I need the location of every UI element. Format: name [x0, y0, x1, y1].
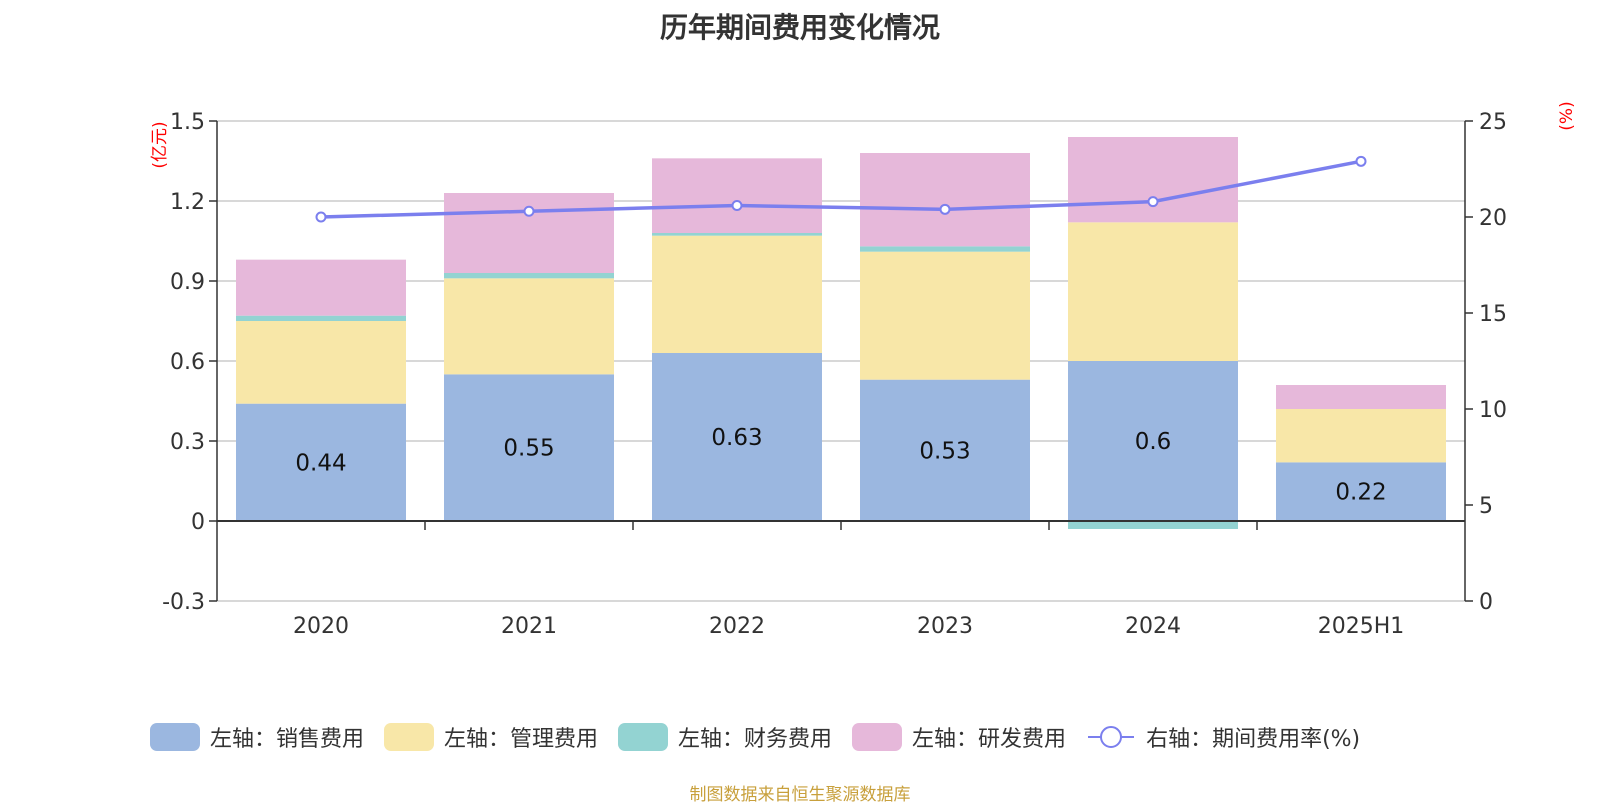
bar-segment-s0-2024 [1068, 361, 1238, 521]
bar-segment-s1-2024 [1068, 222, 1238, 361]
bar-layer [236, 137, 1446, 529]
left-axis-tick-label: 0.6 [170, 350, 205, 375]
right-axis-tick-label: 20 [1479, 206, 1507, 231]
line-series [315, 155, 1367, 223]
bar-segment-s1-2023 [860, 251, 1030, 380]
x-tick-label: 2022 [709, 614, 765, 639]
right-axis-tick-label: 10 [1479, 398, 1507, 423]
bar-segment-s3-2022 [652, 158, 822, 233]
rate-point [939, 203, 951, 215]
bar-segment-s3-2020 [236, 259, 406, 316]
left-axis-tick-label: 1.5 [170, 110, 205, 135]
left-axis-tick-label: 0.9 [170, 270, 205, 295]
rate-point [731, 199, 743, 211]
bar-segment-s0-2021 [444, 374, 614, 521]
legend-swatch [852, 723, 903, 751]
bar-segment-s2-2023 [860, 246, 1030, 252]
legend-label: 左轴：管理费用 [444, 727, 599, 752]
right-axis-tick-label: 15 [1479, 302, 1507, 327]
bar-data-label: 0.44 [295, 450, 346, 476]
chart-title: 历年期间费用变化情况 [659, 11, 940, 44]
legend-label: 左轴：财务费用 [678, 727, 833, 752]
bar-segment-s0-2023 [860, 379, 1030, 521]
legend-label: 右轴：期间费用率(%) [1146, 727, 1361, 752]
legend-item[interactable]: 左轴：销售费用 [150, 721, 364, 753]
legend-item[interactable]: 左轴：财务费用 [618, 721, 832, 753]
source-note: 制图数据来自恒生聚源数据库 [689, 785, 911, 805]
bar-segment-s1-2025H1 [1276, 409, 1446, 463]
left-axis-tick-label: 0.3 [170, 430, 205, 455]
bar-data-label: 0.63 [711, 425, 762, 451]
bar-segment-s3-2023 [860, 153, 1030, 247]
data-labels: 0.44 0.55 0.63 0.53 0.6 0.22 [295, 425, 1386, 506]
bar-segment-s0-2020 [236, 403, 406, 521]
x-tick-label: 2023 [917, 614, 973, 639]
rate-line [320, 159, 1362, 219]
legend-item[interactable]: 右轴：期间费用率(%) [1086, 721, 1360, 753]
x-tick-label: 2025H1 [1318, 614, 1405, 639]
bar-segment-s3-2021 [444, 193, 614, 273]
legend-label: 左轴：研发费用 [912, 727, 1067, 752]
x-tick-label: 2021 [501, 614, 557, 639]
left-axis-tick-label: 0 [191, 510, 205, 535]
bar-segment-s2-2020 [236, 315, 406, 321]
legend-label: 左轴：销售费用 [210, 727, 365, 752]
bar-data-label: 0.55 [503, 436, 554, 462]
axes: 1.5 1.2 0.9 0.6 0.3 0 -0.3 25 20 15 10 5 0 2020 2021 20… [150, 101, 1577, 639]
bar-segment-s1-2022 [652, 235, 822, 353]
rate-point [523, 205, 535, 217]
legend-item[interactable]: 左轴：研发费用 [852, 721, 1066, 753]
right-axis-tick-label: 25 [1479, 110, 1507, 135]
right-axis-tick-label: 5 [1479, 494, 1493, 519]
x-tick-label: 2020 [293, 614, 349, 639]
bar-segment-s2-2022 [652, 233, 822, 236]
gridlines [217, 120, 1465, 602]
rate-point [1355, 155, 1367, 167]
legend-line-marker-icon [1088, 726, 1135, 748]
bar-segment-s1-2021 [444, 278, 614, 375]
legend-swatch [150, 723, 200, 751]
legend: 左轴：销售费用 左轴：管理费用 左轴：财务费用 左轴：研发费用 右轴：期间费用率(%) [150, 720, 1380, 754]
rate-point [1147, 196, 1159, 208]
right-axis-unit: (%) [1557, 101, 1577, 130]
bar-segment-s3-2025H1 [1276, 385, 1446, 409]
bar-segment-s0-2025H1 [1276, 462, 1446, 521]
legend-swatch [618, 723, 669, 751]
bar-data-label: 0.22 [1335, 480, 1386, 506]
bar-data-label: 0.6 [1135, 429, 1172, 455]
left-axis-unit: (亿元) [150, 121, 170, 168]
left-axis-tick-label: 1.2 [170, 190, 205, 215]
x-tick-label: 2024 [1125, 614, 1181, 639]
bar-segment-s1-2020 [236, 321, 406, 404]
left-axis-tick-label: -0.3 [162, 590, 205, 615]
bar-segment-s2-2021 [444, 273, 614, 279]
right-axis-tick-label: 0 [1479, 590, 1493, 615]
rate-point [315, 211, 327, 223]
bar-data-label: 0.53 [919, 438, 970, 464]
legend-swatch [384, 723, 435, 751]
bar-segment-s0-2022 [652, 353, 822, 521]
bar-segment-s2-2024 [1068, 521, 1238, 529]
bar-segment-s3-2024 [1068, 137, 1238, 223]
legend-item[interactable]: 左轴：管理费用 [384, 721, 598, 753]
